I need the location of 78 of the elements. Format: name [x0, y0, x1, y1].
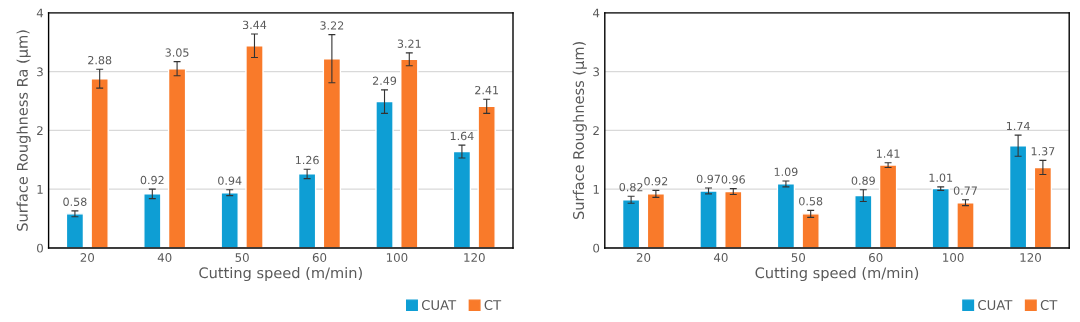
- data-label: 1.41: [876, 149, 900, 158]
- y-tick-label: 0: [37, 243, 43, 253]
- y-tick-label: 0: [593, 243, 600, 253]
- y-tick-label: 4: [36, 8, 44, 18]
- data-label: 0.92: [140, 175, 164, 185]
- legend-label: CUAT: [421, 300, 457, 310]
- x-tick-label: 120: [1020, 253, 1041, 262]
- data-label: 1.26: [295, 155, 319, 165]
- x-tick-label: 50: [791, 253, 806, 262]
- data-label: 0.77: [953, 186, 977, 195]
- y-tick-label: 3: [37, 67, 43, 77]
- data-label: 0.94: [218, 176, 242, 185]
- bar: [477, 105, 496, 248]
- data-label: 1.64: [450, 131, 474, 141]
- x-tick-label: 60: [312, 253, 327, 262]
- x-tick-label: 20: [80, 253, 95, 262]
- data-label: 3.44: [242, 20, 267, 30]
- bar: [776, 183, 796, 248]
- bar: [621, 199, 641, 248]
- data-label: 0.92: [644, 177, 668, 186]
- legend-label: CUAT: [978, 300, 1013, 310]
- data-label: 0.89: [851, 176, 875, 185]
- bar: [375, 100, 394, 248]
- x-tick-label: 60: [869, 253, 883, 262]
- bar: [646, 193, 666, 248]
- data-label: 2.41: [475, 85, 499, 95]
- data-label: 3.05: [165, 48, 189, 57]
- data-label: 2.49: [372, 76, 397, 85]
- bar: [724, 190, 743, 248]
- x-tick-label: 40: [713, 253, 728, 262]
- y-axis-title: Surface Roughness (µm): [572, 42, 587, 220]
- data-label: 1.09: [774, 167, 798, 177]
- data-label: 0.97: [696, 174, 720, 184]
- data-label: 0.58: [63, 197, 87, 206]
- x-tick-label: 100: [943, 253, 964, 262]
- bar: [400, 58, 419, 248]
- y-tick-label: 3: [593, 67, 599, 77]
- data-label: 3.22: [320, 21, 344, 30]
- data-label: 1.74: [1006, 121, 1030, 131]
- bar: [1008, 144, 1028, 248]
- bar: [854, 194, 873, 248]
- data-label: 0.82: [619, 182, 643, 192]
- x-tick-label: 50: [235, 253, 249, 262]
- bar: [931, 187, 950, 248]
- x-axis-title: Cutting speed (m/min): [199, 267, 362, 282]
- y-tick-label: 2: [593, 126, 599, 135]
- x-tick-label: 40: [157, 253, 172, 262]
- y-tick-label: 1: [37, 185, 43, 194]
- y-tick-label: 4: [593, 8, 600, 18]
- x-tick-label: 100: [386, 253, 408, 262]
- x-tick-label: 20: [636, 253, 651, 262]
- data-label: 2.88: [88, 55, 112, 65]
- bar: [801, 213, 820, 248]
- y-tick-label: 2: [37, 126, 43, 135]
- bar: [245, 45, 264, 248]
- bar: [90, 78, 109, 248]
- bar: [699, 190, 718, 248]
- data-label: 1.01: [929, 173, 953, 182]
- bar: [220, 192, 239, 248]
- y-tick-label: 1: [593, 185, 599, 194]
- bar: [1033, 166, 1053, 248]
- data-label: 0.96: [721, 175, 745, 184]
- bar: [65, 213, 85, 248]
- data-label: 0.58: [799, 197, 823, 206]
- bar: [956, 201, 975, 248]
- bar: [143, 193, 162, 248]
- legend-label: CT: [1040, 300, 1058, 310]
- y-axis-title: Surface Roughness Ra (µm): [16, 30, 31, 231]
- x-axis-title: Cutting speed (m/min): [755, 267, 919, 282]
- data-label: 1.37: [1031, 147, 1055, 156]
- x-tick-label: 120: [464, 253, 485, 262]
- bar: [878, 164, 898, 248]
- bar: [322, 58, 342, 248]
- bar: [167, 68, 187, 248]
- legend-label: CT: [484, 300, 502, 310]
- bar: [452, 150, 472, 248]
- bar: [297, 173, 317, 248]
- data-label: 3.21: [397, 39, 421, 48]
